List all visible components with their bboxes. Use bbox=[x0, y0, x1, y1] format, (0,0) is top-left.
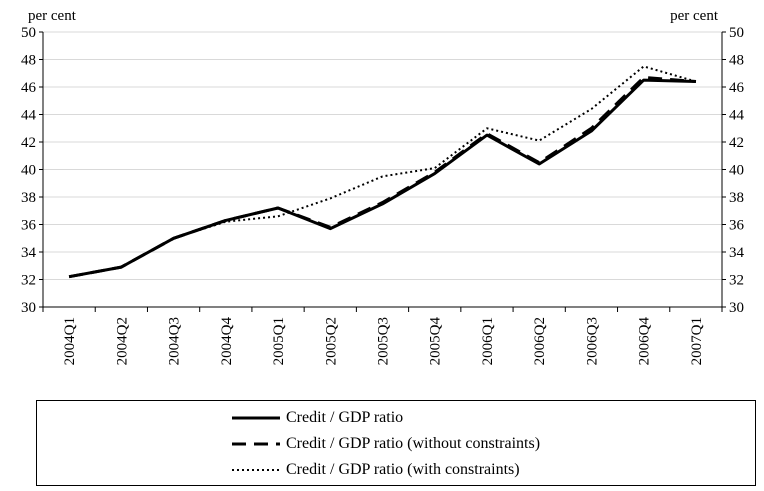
y-tick-label-left: 40 bbox=[21, 163, 36, 179]
y-tick-label-left: 34 bbox=[21, 245, 37, 261]
x-tick-label: 2005Q3 bbox=[376, 317, 392, 365]
y-tick-label-left: 38 bbox=[21, 190, 36, 206]
y-tick-label-left: 46 bbox=[21, 80, 37, 96]
x-tick-label: 2007Q1 bbox=[689, 317, 705, 365]
y-unit-right: per cent bbox=[670, 8, 719, 24]
y-tick-label-right: 50 bbox=[729, 25, 744, 41]
x-tick-label: 2006Q4 bbox=[637, 317, 653, 366]
series-line-dotted bbox=[68, 65, 697, 278]
x-tick-label: 2006Q3 bbox=[584, 317, 600, 365]
y-tick-label-left: 48 bbox=[21, 53, 36, 69]
x-tick-label: 2006Q1 bbox=[480, 317, 496, 365]
x-tick-label: 2005Q1 bbox=[271, 317, 287, 365]
x-tick-label: 2004Q3 bbox=[167, 317, 183, 365]
x-tick-label: 2005Q4 bbox=[428, 317, 444, 366]
legend-item-solid: Credit / GDP ratio bbox=[232, 407, 403, 429]
y-tick-label-right: 42 bbox=[729, 135, 744, 151]
y-tick-label-right: 40 bbox=[729, 163, 744, 179]
legend-item-dashed: Credit / GDP ratio (without constraints) bbox=[232, 433, 540, 455]
legend: Credit / GDP ratio Credit / GDP ratio (w… bbox=[36, 400, 756, 486]
series-line-dashed bbox=[68, 75, 697, 279]
y-tick-label-left: 44 bbox=[21, 108, 37, 124]
y-tick-label-left: 50 bbox=[21, 25, 36, 41]
series-line-solid bbox=[68, 78, 696, 279]
legend-label-dotted: Credit / GDP ratio (with constraints) bbox=[286, 461, 520, 478]
y-tick-label-left: 30 bbox=[21, 300, 36, 316]
legend-swatch-dotted bbox=[232, 469, 280, 471]
chart-area: per cent per cent 30 30 32 32 34 34 36 36 38 38 40… bbox=[21, 8, 745, 366]
y-unit-left: per cent bbox=[28, 8, 77, 24]
x-tick-label: 2004Q2 bbox=[114, 317, 130, 365]
y-tick-label-right: 46 bbox=[729, 80, 745, 96]
y-tick-label-right: 38 bbox=[729, 190, 744, 206]
y-tick-label-right: 30 bbox=[729, 300, 744, 316]
y-tick-label-left: 42 bbox=[21, 135, 36, 151]
y-tick-label-right: 48 bbox=[729, 53, 744, 69]
legend-item-dotted: Credit / GDP ratio (with constraints) bbox=[232, 459, 520, 481]
legend-label-solid: Credit / GDP ratio bbox=[286, 409, 404, 426]
x-tick-label: 2004Q4 bbox=[219, 317, 235, 366]
legend-swatch-dashed bbox=[232, 442, 280, 446]
y-tick-label-right: 36 bbox=[729, 218, 745, 234]
x-tick-label: 2004Q1 bbox=[62, 317, 78, 365]
x-tick-label: 2005Q2 bbox=[323, 317, 339, 365]
y-tick-label-left: 32 bbox=[21, 273, 36, 289]
legend-swatch-solid bbox=[232, 416, 280, 420]
x-tick-label: 2006Q2 bbox=[532, 317, 548, 365]
y-tick-label-right: 34 bbox=[729, 245, 745, 261]
y-tick-label-right: 32 bbox=[729, 273, 744, 289]
y-tick-label-left: 36 bbox=[21, 218, 37, 234]
y-tick-label-right: 44 bbox=[729, 108, 745, 124]
legend-label-dashed: Credit / GDP ratio (without constraints) bbox=[286, 435, 541, 452]
